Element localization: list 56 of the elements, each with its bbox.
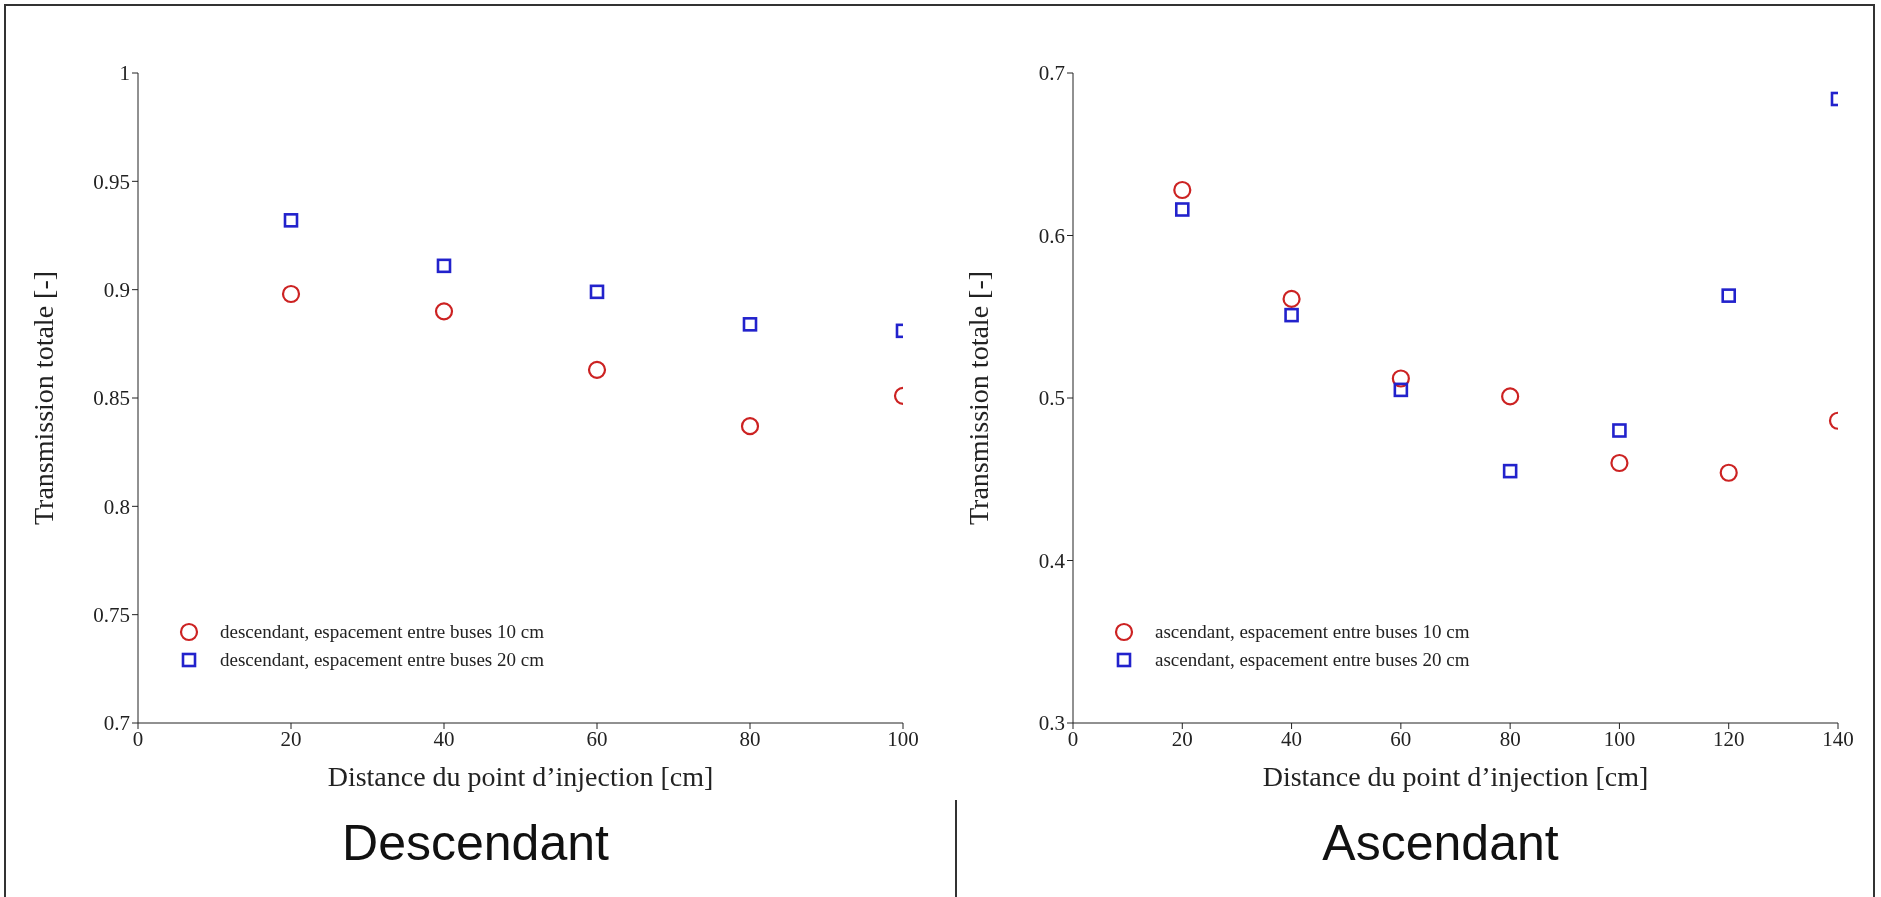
- point: [742, 317, 758, 332]
- x-tick-label: 80: [1499, 726, 1521, 751]
- y-tick-label: 1: [119, 61, 130, 86]
- point: [1173, 180, 1192, 200]
- x-tick-label: 60: [586, 726, 608, 751]
- point: [1284, 307, 1299, 323]
- legend-label: ascendant, espacement entre buses 10 cm: [1155, 621, 1470, 643]
- point: [1719, 463, 1738, 482]
- y-tick-label: 0.9: [103, 278, 130, 303]
- y-tick-label: 0.7: [103, 711, 130, 736]
- point: [281, 284, 301, 304]
- point: [1282, 289, 1301, 308]
- legend-label: descendant, espacement entre buses 20 cm: [220, 649, 544, 671]
- x-tick-label: 60: [1390, 726, 1412, 751]
- point: [740, 417, 760, 436]
- y-tick-label: 0.4: [1038, 548, 1066, 573]
- y-tick-label: 0.5: [1038, 386, 1065, 411]
- y-tick-label: 0.85: [93, 386, 130, 411]
- point: [1612, 423, 1627, 438]
- x-tick-label: 20: [1171, 726, 1193, 751]
- y-tick-label: 0.75: [93, 603, 130, 628]
- x-tick-label: 120: [1712, 726, 1745, 751]
- x-tick-label: 0: [1067, 726, 1079, 751]
- x-tick-label: 40: [433, 726, 455, 751]
- y-tick-label: 0.3: [1038, 711, 1065, 736]
- point: [1502, 463, 1518, 479]
- point: [1721, 288, 1737, 303]
- point: [1391, 369, 1410, 388]
- point: [1393, 382, 1409, 398]
- point: [1501, 387, 1520, 406]
- y-tick-label: 0.95: [93, 169, 130, 194]
- text: Ascendant: [1321, 814, 1560, 872]
- x-tick-label: 140: [1822, 726, 1854, 751]
- x-tick-label: 40: [1281, 726, 1303, 751]
- point: [1610, 453, 1629, 473]
- legend-label: ascendant, espacement entre buses 20 cm: [1155, 649, 1470, 671]
- x-axis-title: Distance du point d’injection [cm]: [327, 761, 714, 792]
- x-tick-label: 0: [132, 726, 144, 751]
- point: [283, 213, 299, 228]
- x-tick-label: 80: [739, 726, 761, 751]
- y-tick-label: 0.8: [103, 494, 130, 519]
- x-tick-label: 20: [280, 726, 302, 751]
- y-tick-label: 0.7: [1038, 61, 1065, 86]
- x-tick-label: 100: [887, 726, 919, 751]
- point: [436, 258, 452, 274]
- y-tick-label: 0.6: [1038, 223, 1065, 248]
- y-axis-title: Transmission totale [-]: [962, 270, 994, 526]
- text: Descendant: [341, 814, 610, 872]
- legend-label: descendant, espacement entre buses 10 cm: [220, 621, 544, 643]
- x-tick-label: 100: [1603, 726, 1636, 751]
- point: [1174, 202, 1190, 217]
- point: [434, 302, 454, 321]
- point: [589, 284, 605, 300]
- point: [587, 360, 607, 379]
- x-axis-title: Distance du point d’injection [cm]: [1262, 761, 1649, 792]
- y-axis-title: Transmission totale [-]: [27, 270, 59, 526]
